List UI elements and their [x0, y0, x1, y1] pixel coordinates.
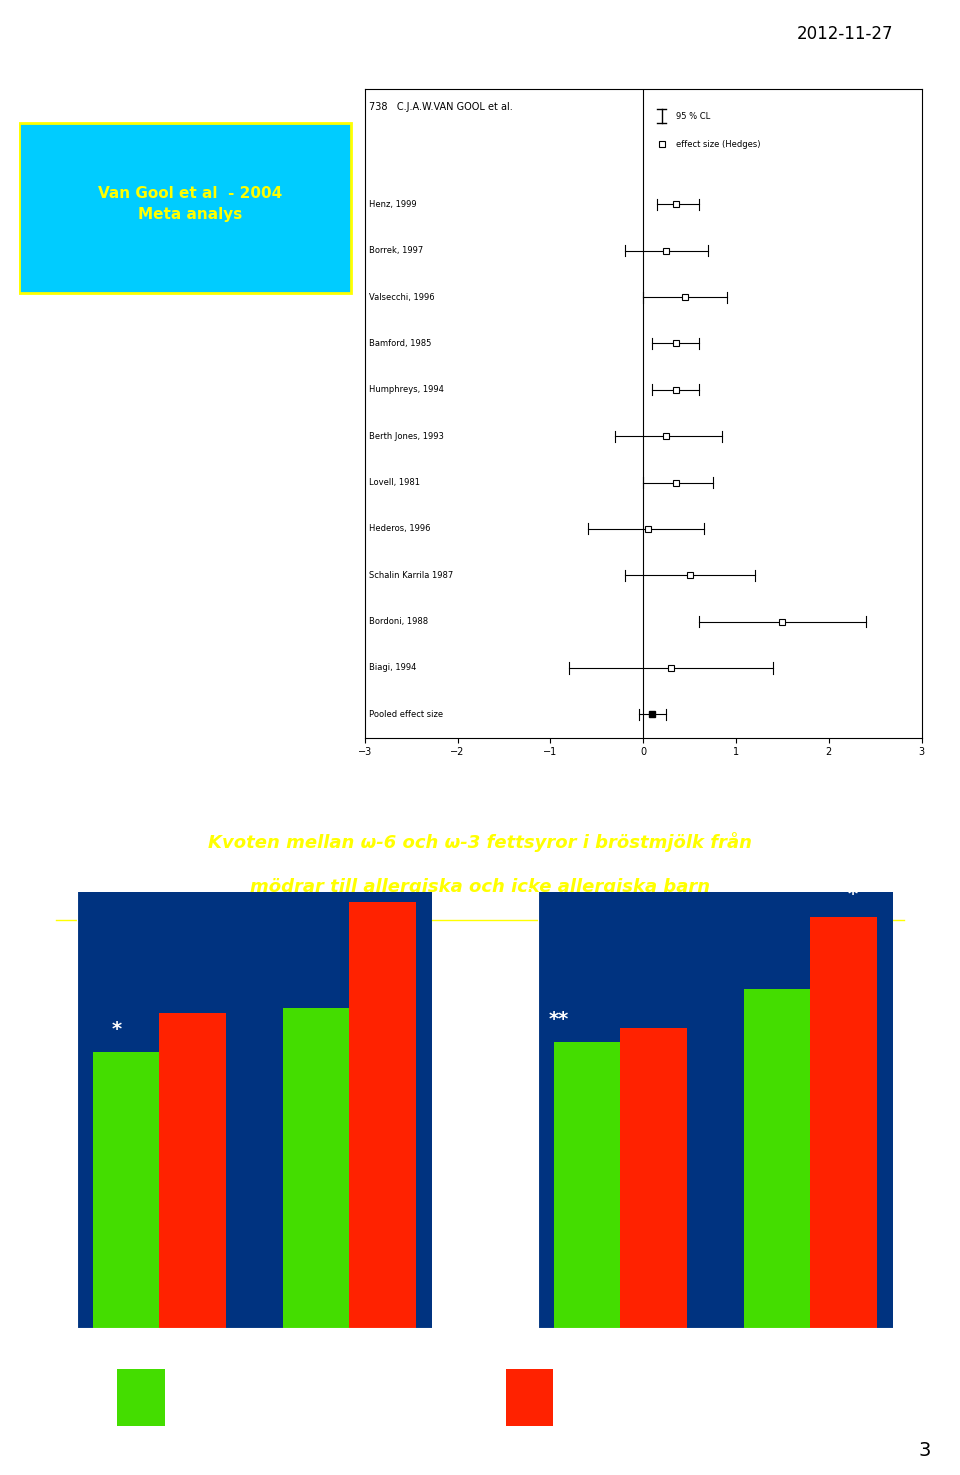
Text: 3 med fiskolja.: 3 med fiskolja. [37, 711, 152, 724]
Text: Borrek, 1997: Borrek, 1997 [370, 246, 423, 255]
Text: 34 studier.: 34 studier. [37, 527, 121, 540]
Text: *: * [387, 870, 397, 889]
FancyBboxPatch shape [19, 122, 351, 292]
Text: Lovell, 1981: Lovell, 1981 [370, 478, 420, 487]
Text: Van Gool et al  - 2004
Meta analys: Van Gool et al - 2004 Meta analys [98, 186, 282, 223]
Text: Kvoten mellan ω-6 och ω-3 fettsyror i bröstmjölk från: Kvoten mellan ω-6 och ω-3 fettsyror i br… [208, 832, 752, 853]
Bar [93, 1052, 159, 1328]
Text: 3: 3 [919, 1441, 931, 1460]
Text: A. 1 månads mjölk: A. 1 månads mjölk [65, 944, 223, 960]
Bar [283, 1009, 349, 1328]
Text: Allergiska barn: Allergiska barn [563, 1389, 692, 1406]
Text: Atopisk eksem – grad av
Symtomsvårighet.: Atopisk eksem – grad av Symtomsvårighet. [37, 324, 228, 360]
Text: 738   C.J.A.W.VAN GOOL et al.: 738 C.J.A.W.VAN GOOL et al. [370, 102, 514, 112]
Bar [159, 1013, 226, 1328]
Bar [554, 1043, 620, 1328]
Text: Hederos, 1996: Hederos, 1996 [370, 525, 431, 534]
Text: 2012-11-27: 2012-11-27 [797, 25, 893, 43]
Text: Berth Jones, 1993: Berth Jones, 1993 [370, 432, 444, 441]
Text: Bamford, 1985: Bamford, 1985 [370, 339, 432, 348]
Text: mödrar till allergiska och icke allergiska barn: mödrar till allergiska och icke allergis… [250, 878, 710, 897]
Text: B. 3 månaders mjölk: B. 3 månaders mjölk [508, 944, 684, 960]
Bar [744, 990, 810, 1328]
Text: Pooled effect size: Pooled effect size [370, 709, 444, 718]
Text: Henz, 1999: Henz, 1999 [370, 201, 417, 209]
Text: Placebo kontrollerade
Studier.: Placebo kontrollerade Studier. [37, 417, 210, 450]
Text: 95 % CL: 95 % CL [676, 112, 710, 121]
Text: *: * [848, 885, 858, 904]
Text: Schalin Karrila 1987: Schalin Karrila 1987 [370, 571, 454, 580]
Text: Bordoni, 1988: Bordoni, 1988 [370, 617, 428, 625]
Text: **: ** [548, 1010, 568, 1030]
Bar [506, 1369, 554, 1426]
Text: Valsecchi, 1996: Valsecchi, 1996 [370, 292, 435, 301]
Bar [810, 916, 876, 1328]
Bar [620, 1028, 686, 1328]
Text: 19 med GLA.: 19 med GLA. [37, 618, 137, 633]
Text: Humphreys, 1994: Humphreys, 1994 [370, 385, 444, 394]
Bar [349, 903, 416, 1328]
Text: Biagi, 1994: Biagi, 1994 [370, 664, 417, 673]
Bar [117, 1369, 165, 1426]
Text: effect size (Hedges): effect size (Hedges) [676, 140, 760, 149]
Text: *: * [111, 1021, 122, 1038]
Text: Icke allergiska barn: Icke allergiska barn [173, 1389, 342, 1406]
